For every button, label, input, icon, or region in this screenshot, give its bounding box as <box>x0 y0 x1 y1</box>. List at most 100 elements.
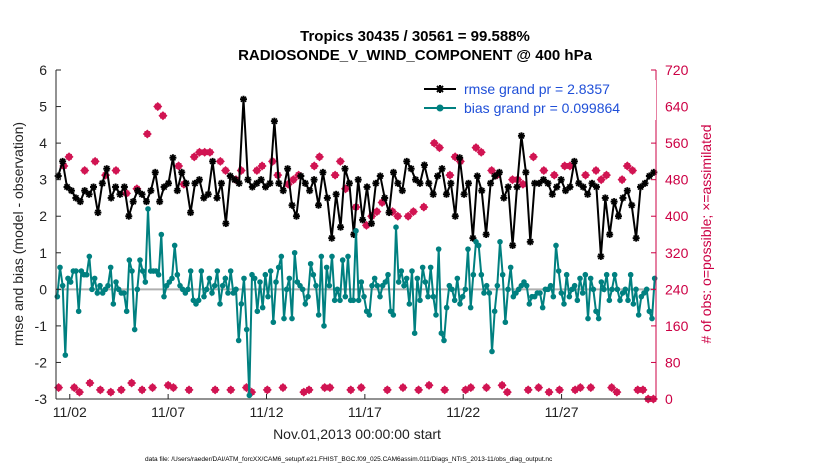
obs-count-marker <box>414 385 424 395</box>
rmse-point <box>367 220 375 228</box>
rmse-point <box>315 201 322 209</box>
bias-point <box>478 271 485 278</box>
obs-marker-shape <box>248 389 255 396</box>
rmse-point <box>173 187 181 195</box>
rmse-point-stroke <box>116 191 124 198</box>
rmse-point <box>513 183 521 191</box>
obs-count-marker <box>325 383 335 393</box>
obs-count-marker <box>288 175 298 185</box>
obs-count-marker <box>581 170 591 180</box>
right-tick-label: 720 <box>665 62 689 78</box>
x-tick-label: 11/07 <box>151 404 185 420</box>
obs-count-marker <box>549 170 559 180</box>
bias-point <box>454 275 461 282</box>
bias-point <box>353 228 359 234</box>
obs-count-marker <box>257 161 267 171</box>
rmse-point <box>456 154 464 162</box>
bias-point <box>635 312 642 318</box>
bias-point <box>278 253 285 260</box>
bias-point <box>262 271 269 278</box>
rmse-point <box>460 190 468 198</box>
obs-count-marker <box>429 138 439 148</box>
bias-point <box>345 253 351 260</box>
rmse-point <box>354 176 362 184</box>
obs-count-marker <box>403 211 413 221</box>
bias-point <box>470 271 477 278</box>
rmse-point-stroke <box>399 187 406 194</box>
obs-count-marker <box>507 175 518 185</box>
rmse-point-stroke <box>156 198 163 205</box>
bias-point <box>555 268 562 274</box>
obs-marker-shape <box>499 382 505 389</box>
bias-point <box>235 337 242 344</box>
rmse-point <box>500 194 508 202</box>
obs-marker-shape <box>327 384 333 391</box>
obs-marker-shape <box>123 190 130 197</box>
rmse-point-stroke <box>359 216 366 224</box>
bias-point <box>523 282 530 289</box>
rmse-point <box>323 194 331 202</box>
bias-point <box>633 286 639 293</box>
footer-data-file: data file: /Users/raeder/DAI/ATM_forcXX/… <box>145 456 553 463</box>
rmse-point <box>240 95 247 103</box>
rmse-point-stroke <box>337 224 344 231</box>
rmse-point <box>407 165 415 173</box>
rmse-point-stroke <box>293 213 300 220</box>
rmse-point <box>447 179 455 187</box>
rmse-point-stroke <box>593 183 600 191</box>
obs-marker-shape <box>452 153 459 160</box>
obs-marker-shape <box>478 149 485 156</box>
rmse-point <box>288 201 296 209</box>
rmse-point-stroke <box>152 169 159 176</box>
obs-count-marker <box>184 385 194 395</box>
obs-marker-shape <box>619 176 625 183</box>
rmse-point-stroke <box>447 180 455 187</box>
obs-count-marker <box>398 383 408 393</box>
bias-point <box>438 330 445 337</box>
rmse-point <box>416 179 424 187</box>
bias-point <box>403 275 410 282</box>
bias-point <box>574 297 581 304</box>
obs-marker-shape <box>363 222 370 229</box>
obs-count-marker <box>346 385 356 395</box>
obs-marker-shape <box>426 382 432 389</box>
rmse-point-stroke <box>443 191 450 198</box>
rmse-point-stroke <box>425 180 432 187</box>
obs-marker-shape <box>175 163 182 169</box>
obs-count-marker <box>111 166 121 176</box>
rmse-point <box>570 157 578 165</box>
rmse-point <box>495 168 503 176</box>
left-tick-label: 6 <box>39 62 47 78</box>
obs-marker-shape <box>280 384 286 391</box>
obs-marker-shape <box>504 389 511 396</box>
obs-count-marker <box>278 383 288 393</box>
rmse-point-stroke <box>496 169 503 176</box>
bias-point <box>430 293 437 300</box>
bias-point <box>598 279 605 285</box>
rmse-point <box>645 172 653 180</box>
rmse-point-stroke <box>628 202 635 209</box>
rmse-point-stroke <box>244 176 252 183</box>
bias-point <box>227 268 234 274</box>
bias-point <box>158 231 165 238</box>
rmse-point-stroke <box>134 187 141 194</box>
bias-point <box>497 239 503 245</box>
rmse-point <box>332 190 340 198</box>
rmse-point-stroke <box>346 180 353 187</box>
bias-point <box>561 301 567 307</box>
rmse-point-stroke <box>315 202 322 209</box>
rmse-point <box>429 190 437 198</box>
bias-point <box>155 271 162 278</box>
rmse-point-stroke <box>112 183 119 191</box>
obs-marker-shape <box>92 158 99 165</box>
bias-point <box>214 268 221 274</box>
obs-marker-shape <box>572 386 579 393</box>
bias-point <box>54 293 61 300</box>
rmse-point-stroke <box>187 209 194 216</box>
bias-point <box>265 293 271 300</box>
obs-count-marker <box>476 147 486 157</box>
obs-count-marker <box>607 383 617 393</box>
rmse-point <box>425 179 433 187</box>
obs-marker-shape <box>285 181 292 188</box>
bias-point <box>211 282 218 289</box>
